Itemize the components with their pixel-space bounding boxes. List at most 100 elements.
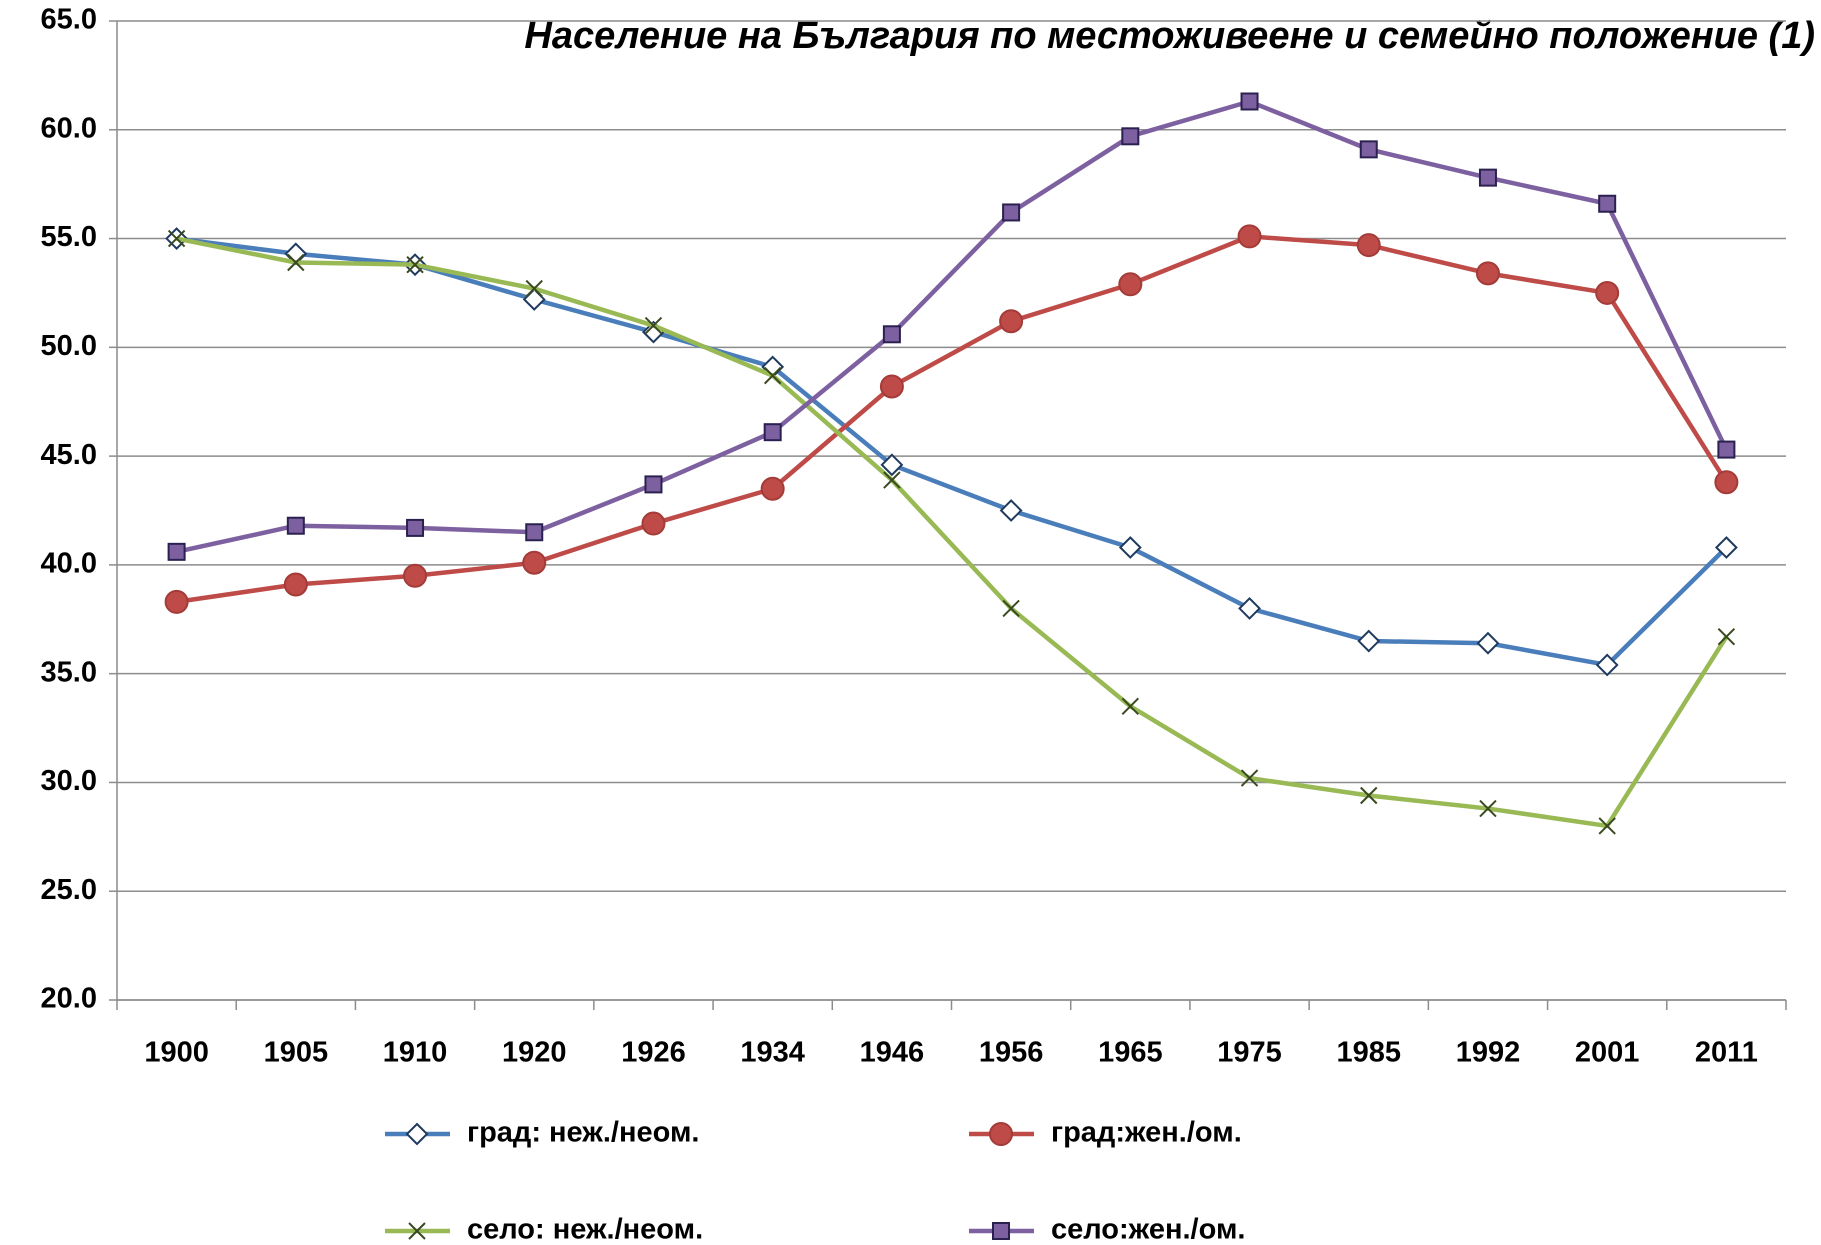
marker (1238, 596, 1261, 620)
marker (879, 374, 904, 399)
y-tick-label: 50.0 (41, 330, 97, 362)
marker (763, 423, 782, 442)
marker (644, 316, 663, 335)
marker (525, 523, 544, 542)
marker (406, 255, 424, 274)
marker (1598, 817, 1616, 835)
marker (1714, 536, 1738, 559)
y-tick-label: 65.0 (41, 4, 97, 36)
x-tick-label: 1934 (740, 1037, 805, 1069)
legend-item: село:жен./ом. (969, 1214, 1245, 1245)
legend-item: село: неж./неом. (385, 1214, 703, 1245)
y-tick-label: 60.0 (41, 112, 97, 144)
marker (1357, 629, 1381, 653)
marker-x (1479, 799, 1497, 818)
x-tick-label: 2001 (1575, 1037, 1640, 1069)
x-tick-label: 1956 (979, 1037, 1044, 1069)
series-line (176, 236, 1728, 668)
marker-x (1240, 769, 1259, 787)
y-tick-label: 20.0 (41, 983, 97, 1015)
marker (1595, 280, 1620, 305)
marker (760, 476, 785, 501)
marker (1237, 224, 1262, 249)
marker (1118, 272, 1143, 297)
marker (880, 453, 904, 477)
marker (1356, 233, 1381, 258)
marker (992, 1222, 1010, 1240)
legend-label: село: неж./неом. (467, 1214, 703, 1245)
marker-x (525, 279, 543, 298)
marker (1595, 653, 1619, 677)
x-tick-label: 1975 (1217, 1037, 1282, 1069)
legend-label: град: неж./неом. (467, 1117, 699, 1149)
x-tick-label: 1920 (502, 1037, 567, 1069)
y-tick-label: 40.0 (41, 548, 97, 580)
marker (164, 589, 189, 614)
x-tick-label: 1965 (1098, 1037, 1163, 1069)
x-tick-label: 1985 (1336, 1037, 1401, 1069)
marker (1478, 168, 1497, 187)
marker-x (287, 253, 305, 272)
marker (989, 1122, 1013, 1146)
x-tick-label: 1992 (1456, 1037, 1521, 1069)
marker-x (1717, 627, 1736, 646)
x-tick-label: 1905 (264, 1037, 329, 1069)
y-tick-label: 35.0 (41, 656, 97, 688)
marker-x (406, 255, 424, 274)
legend-item: град:жен./ом. (969, 1117, 1242, 1149)
marker (403, 563, 428, 588)
marker (408, 1222, 426, 1240)
series-line (176, 236, 1729, 829)
marker (167, 542, 186, 561)
x-tick-label: 1926 (621, 1037, 686, 1069)
marker (1002, 203, 1021, 222)
y-tick-label: 25.0 (41, 874, 97, 906)
marker (1717, 440, 1736, 459)
marker (406, 518, 425, 537)
marker (286, 516, 305, 535)
marker (1121, 127, 1140, 146)
marker (283, 572, 308, 597)
marker (1476, 631, 1500, 655)
marker-x (1598, 817, 1616, 835)
x-tick-label: 1946 (860, 1037, 925, 1069)
marker (1240, 769, 1259, 787)
marker (999, 309, 1024, 334)
x-tick-label: 1910 (383, 1037, 448, 1069)
marker (1121, 697, 1140, 716)
y-tick-label: 55.0 (41, 221, 97, 253)
marker (1598, 194, 1617, 213)
marker (882, 325, 901, 344)
marker-x (644, 316, 663, 335)
marker (1240, 92, 1259, 111)
marker (1475, 261, 1500, 286)
y-tick-label: 45.0 (41, 439, 97, 471)
marker (644, 475, 663, 494)
marker-x (1002, 599, 1020, 618)
chart-title: Население на България по местоживеене и … (524, 15, 1815, 57)
legend-label: село:жен./ом. (1051, 1214, 1245, 1245)
marker-x (408, 1222, 426, 1240)
legend-item: град: неж./неом. (385, 1117, 699, 1149)
marker-x (167, 229, 186, 248)
x-tick-label: 2011 (1695, 1037, 1758, 1069)
marker-x (763, 366, 782, 385)
marker (763, 366, 782, 385)
marker (1002, 599, 1020, 618)
marker (883, 471, 901, 489)
series-line (176, 99, 1729, 555)
marker-x (1121, 697, 1140, 716)
marker (1118, 536, 1142, 559)
marker (405, 1122, 429, 1146)
marker (999, 499, 1023, 522)
series-line (176, 234, 1729, 605)
marker (641, 511, 666, 536)
marker-x (1360, 786, 1378, 805)
marker (522, 550, 547, 575)
x-tick-label: 1900 (144, 1037, 209, 1069)
marker (1717, 627, 1736, 646)
marker (1714, 470, 1739, 495)
marker (525, 279, 543, 298)
marker (1360, 786, 1378, 805)
